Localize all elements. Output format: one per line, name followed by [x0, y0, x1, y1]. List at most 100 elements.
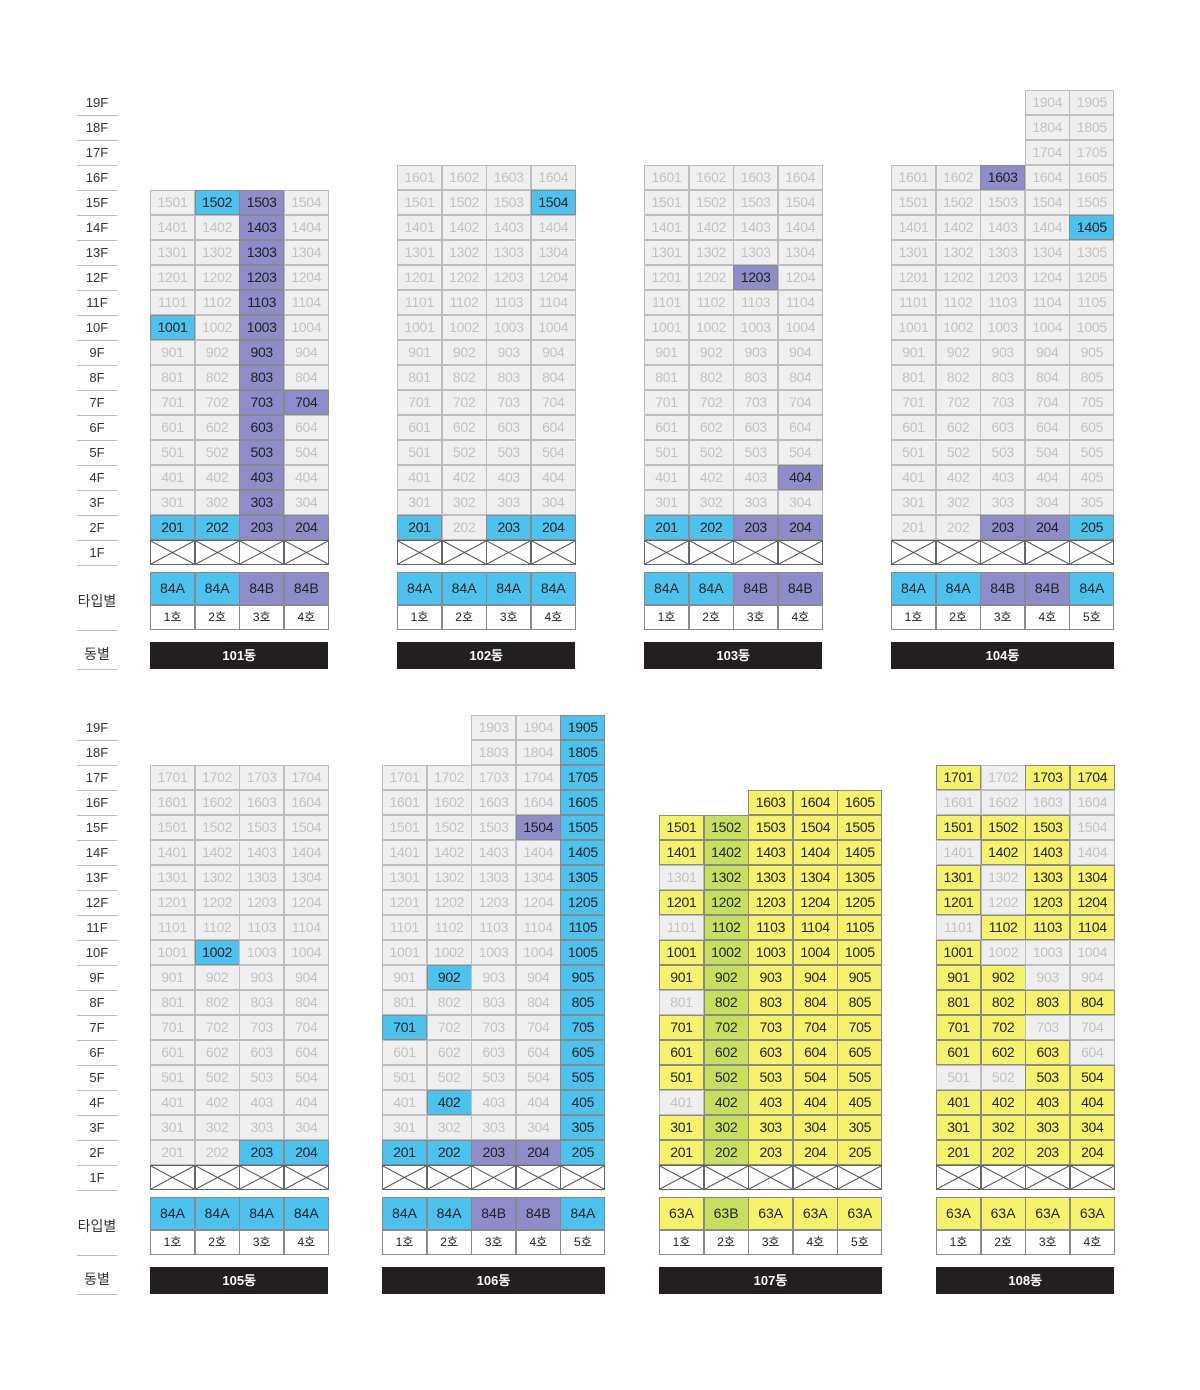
unit-cell: 802: [194, 365, 240, 390]
piloti-cell: [980, 1165, 1026, 1190]
type-row-label: 타입별: [77, 572, 117, 631]
unit-cell: 803: [980, 365, 1026, 390]
piloti-cell: [397, 540, 442, 565]
unit-number-cell: 4호: [1069, 1230, 1115, 1255]
unit-cell: 1703: [471, 765, 517, 790]
unit-cell: 1604: [1024, 165, 1070, 190]
unit-number-cell: 4호: [792, 1230, 838, 1255]
unit-type-cell: 63A: [1069, 1197, 1115, 1230]
unit-cell: 304: [777, 490, 823, 515]
unit-cell: 802: [935, 365, 981, 390]
floor-label: 10F: [77, 315, 117, 341]
unit-cell: 502: [980, 1065, 1026, 1090]
unit-cell: 303: [239, 1115, 285, 1140]
unit-cell: 1604: [792, 790, 838, 815]
unit-cell: 1403: [733, 215, 779, 240]
unit-cell: 1402: [426, 840, 472, 865]
unit-cell: 1602: [980, 790, 1026, 815]
unit-cell: 1403: [239, 215, 285, 240]
piloti-cell: [748, 1165, 794, 1190]
unit-cell: 1102: [441, 290, 487, 315]
unit-cell: 1004: [792, 940, 838, 965]
unit-cell: 1504: [1024, 190, 1070, 215]
unit-cell: 901: [644, 340, 689, 365]
unit-cell: 203: [471, 1140, 517, 1165]
unit-cell: 1401: [644, 215, 689, 240]
floor-label: 3F: [77, 490, 117, 516]
unit-cell: 1601: [891, 165, 936, 190]
unit-cell: 602: [441, 415, 487, 440]
unit-cell: 905: [560, 965, 606, 990]
unit-cell: 1603: [239, 790, 285, 815]
unit-cell: 1303: [748, 865, 794, 890]
unit-cell: 201: [659, 1140, 704, 1165]
unit-number-cell: 3호: [980, 605, 1026, 630]
unit-cell: 702: [688, 390, 734, 415]
unit-cell: 704: [283, 390, 329, 415]
unit-cell: 1002: [703, 940, 749, 965]
unit-cell: 1401: [150, 215, 195, 240]
unit-cell: 204: [1024, 515, 1070, 540]
unit-cell: 1504: [515, 815, 561, 840]
unit-cell: 1404: [530, 215, 576, 240]
unit-cell: 1504: [530, 190, 576, 215]
unit-number-cell: 2호: [194, 605, 240, 630]
unit-cell: 1303: [471, 865, 517, 890]
unit-cell: 1301: [150, 240, 195, 265]
unit-cell: 201: [150, 515, 195, 540]
unit-cell: 703: [471, 1015, 517, 1040]
floor-label: 7F: [77, 390, 117, 416]
unit-cell: 1304: [530, 240, 576, 265]
piloti-cell: [1069, 1165, 1115, 1190]
piloti-cell: [644, 540, 689, 565]
unit-cell: 505: [1069, 440, 1115, 465]
unit-cell: 1501: [644, 190, 689, 215]
unit-cell: 201: [150, 1140, 195, 1165]
unit-cell: 204: [530, 515, 576, 540]
floor-label: 11F: [77, 290, 117, 316]
unit-cell: 1904: [515, 715, 561, 740]
floor-label: 18F: [77, 740, 117, 766]
unit-type-cell: 84A: [283, 1197, 329, 1230]
unit-cell: 203: [486, 515, 532, 540]
unit-cell: 1002: [688, 315, 734, 340]
unit-cell: 304: [530, 490, 576, 515]
unit-cell: 701: [150, 1015, 195, 1040]
unit-cell: 304: [1069, 1115, 1115, 1140]
unit-cell: 401: [382, 1090, 427, 1115]
piloti-cell: [891, 540, 936, 565]
unit-cell: 303: [748, 1115, 794, 1140]
piloti-cell: [703, 1165, 749, 1190]
unit-cell: 1405: [560, 840, 606, 865]
unit-cell: 1203: [733, 265, 779, 290]
unit-cell: 902: [194, 965, 240, 990]
unit-type-cell: 84A: [194, 1197, 240, 1230]
unit-cell: 304: [283, 1115, 329, 1140]
unit-cell: 1705: [560, 765, 606, 790]
unit-cell: 1201: [397, 265, 442, 290]
unit-cell: 403: [471, 1090, 517, 1115]
floor-label: 17F: [77, 140, 117, 166]
unit-cell: 1302: [688, 240, 734, 265]
unit-cell: 601: [659, 1040, 704, 1065]
unit-cell: 203: [980, 515, 1026, 540]
unit-cell: 802: [688, 365, 734, 390]
unit-cell: 1201: [936, 890, 981, 915]
unit-number-cell: 1호: [382, 1230, 427, 1255]
unit-cell: 303: [471, 1115, 517, 1140]
unit-cell: 402: [935, 465, 981, 490]
unit-cell: 1303: [239, 240, 285, 265]
unit-cell: 1102: [935, 290, 981, 315]
unit-cell: 201: [397, 515, 442, 540]
unit-cell: 703: [733, 390, 779, 415]
unit-cell: 1701: [382, 765, 427, 790]
unit-cell: 1804: [1024, 115, 1070, 140]
unit-cell: 401: [397, 465, 442, 490]
unit-cell: 903: [980, 340, 1026, 365]
unit-cell: 1704: [515, 765, 561, 790]
unit-cell: 402: [194, 465, 240, 490]
unit-cell: 304: [283, 490, 329, 515]
unit-type-cell: 84B: [733, 572, 779, 605]
unit-cell: 502: [935, 440, 981, 465]
unit-cell: 401: [150, 1090, 195, 1115]
